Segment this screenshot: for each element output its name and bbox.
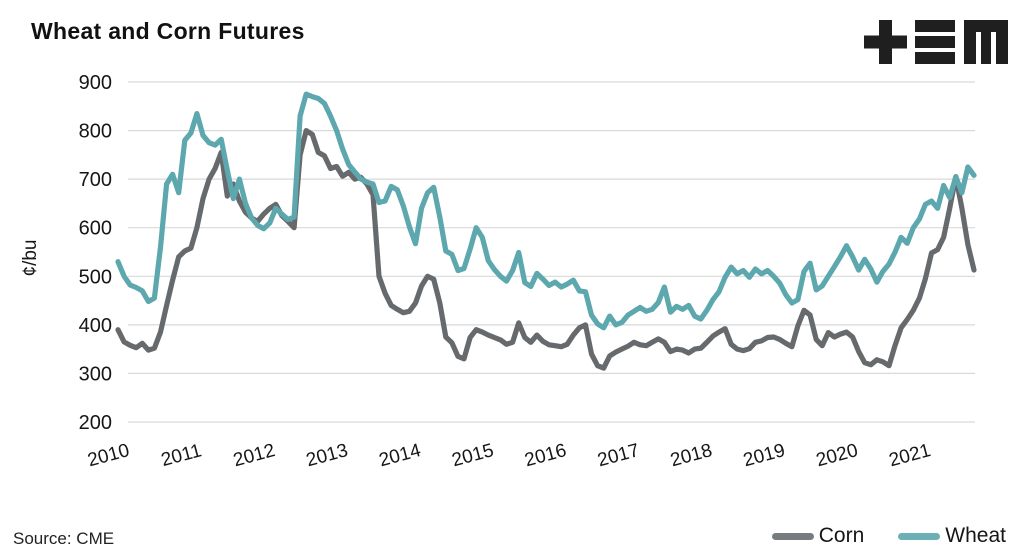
legend-label-corn: Corn [818, 524, 865, 547]
x-tick-label-2011: 2011 [159, 440, 204, 471]
source-note: Source: CME [13, 529, 115, 548]
y-tick-label-900: 900 [79, 72, 112, 94]
x-tick-label-2021: 2021 [887, 440, 933, 471]
wheat-line-swatch [898, 532, 941, 540]
y-tick-label-500: 500 [79, 266, 112, 288]
chart-area: 200 300 400 500 600 700 800 900 2010 2011 2012 2013… [0, 58, 1024, 483]
page-title: Wheat and Corn Futures [31, 18, 305, 44]
corn-line-swatch [771, 532, 814, 540]
y-tick-label-700: 700 [79, 169, 112, 191]
x-tick-label-2015: 2015 [450, 440, 496, 471]
x-tick-label-2014: 2014 [377, 440, 424, 471]
x-tick-label-2013: 2013 [304, 440, 350, 471]
x-tick-label-2018: 2018 [668, 440, 714, 471]
tem-logo-glyphs [864, 20, 1008, 64]
legend-item-wheat: Wheat [898, 524, 1006, 548]
x-tick-label-2019: 2019 [741, 440, 787, 471]
legend-item-corn: Corn [771, 524, 865, 548]
wheat-line [115, 91, 977, 331]
x-tick-label-2017: 2017 [595, 440, 641, 471]
logo-bar-bottom [915, 52, 955, 64]
y-tick-label-200: 200 [79, 412, 112, 434]
legend-label-wheat: Wheat [945, 524, 1006, 547]
logo-bar-top [915, 20, 955, 32]
y-axis-title: ¢/bu [20, 240, 41, 277]
x-tick-label-2016: 2016 [523, 440, 569, 471]
logo-plus-glyph [864, 20, 907, 64]
y-tick-label-400: 400 [79, 315, 112, 337]
y-tick-label-800: 800 [79, 121, 112, 143]
corn-line [115, 128, 977, 371]
tem-logo [864, 20, 1008, 64]
chart-legend: Corn Wheat [771, 524, 1006, 548]
x-tick-label-2010: 2010 [85, 440, 131, 471]
futures-line-chart: 200 300 400 500 600 700 800 900 2010 2011 2012 2013… [20, 72, 977, 471]
logo-m-glyph [964, 20, 1008, 64]
x-tick-label-2020: 2020 [814, 440, 860, 471]
y-tick-label-300: 300 [79, 363, 112, 385]
y-tick-label-600: 600 [79, 218, 112, 240]
x-tick-label-2012: 2012 [231, 440, 277, 471]
logo-bar-middle [915, 36, 955, 48]
